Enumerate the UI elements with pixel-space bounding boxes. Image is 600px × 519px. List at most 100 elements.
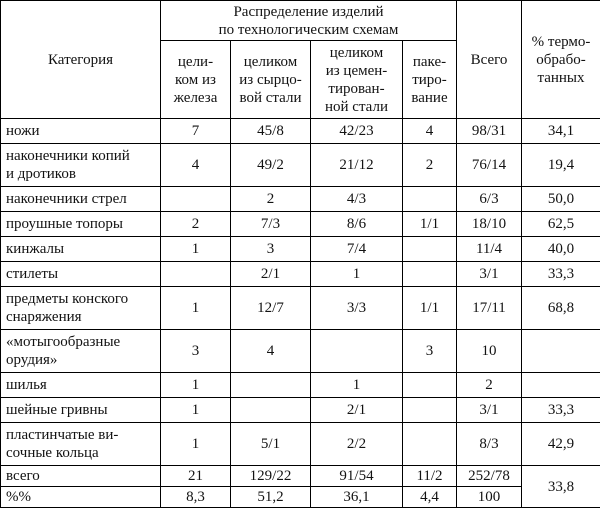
table-cell: 19,4 (521, 143, 600, 187)
table-cell (310, 329, 403, 373)
table-cell (160, 186, 231, 212)
table-row-stilettos: стилеты 2/1 1 3/1 33,3 (0, 261, 600, 287)
table-cell: 91/54 (310, 465, 403, 487)
table-cell: 21 (160, 465, 231, 487)
header-col-whole-iron: цели- ком из железа (160, 40, 231, 119)
table-cell: 1/1 (402, 286, 457, 330)
table-cell: 1 (310, 372, 403, 398)
row-category: «мотыгообразные орудия» (0, 329, 161, 373)
table-cell: 4/3 (310, 186, 403, 212)
table-cell: 1 (160, 286, 231, 330)
artifact-distribution-table: Категория Распределение изделий по техно… (0, 0, 600, 508)
table-cell: 11/4 (456, 236, 522, 262)
header-heat-treated: % термо- обрабо- танных (521, 0, 600, 119)
table-cell: 42,9 (521, 422, 600, 466)
table-cell: 1 (160, 236, 231, 262)
table-cell (402, 236, 457, 262)
table-cell (521, 329, 600, 373)
table-cell: 7 (160, 118, 231, 144)
row-category: наконечники стрел (0, 186, 161, 212)
table-cell: 40,0 (521, 236, 600, 262)
table-cell: 50,0 (521, 186, 600, 212)
table-cell (402, 397, 457, 423)
table-cell: 3/1 (456, 261, 522, 287)
table-cell: 34,1 (521, 118, 600, 144)
table-row-hoe-like-tools: «мотыгообразные орудия» 3 4 3 10 (0, 329, 600, 373)
table-row-knives: ножи 7 45/8 42/23 4 98/31 34,1 (0, 118, 600, 144)
table-cell: 11/2 (402, 465, 457, 487)
table-row-awls: шилья 1 1 2 (0, 372, 600, 398)
table-cell: 62,5 (521, 211, 600, 237)
table-cell: 33,3 (521, 397, 600, 423)
table-cell: 4,4 (402, 486, 457, 508)
table-row-horse-gear: предметы конского снаряжения 1 12/7 3/3 … (0, 286, 600, 330)
table-cell: 3 (160, 329, 231, 373)
table-cell: 3/1 (456, 397, 522, 423)
header-distribution-group: Распределение изделий по технологическим… (160, 0, 457, 41)
table-cell: 4 (402, 118, 457, 144)
table-cell (402, 261, 457, 287)
table-cell (402, 422, 457, 466)
header-category: Категория (0, 0, 161, 119)
table-cell: 2 (456, 372, 522, 398)
table-cell: 1 (160, 422, 231, 466)
table-row-daggers: кинжалы 1 3 7/4 11/4 40,0 (0, 236, 600, 262)
table-cell: 1 (160, 397, 231, 423)
table-cell: 8/6 (310, 211, 403, 237)
table-cell: 2 (402, 143, 457, 187)
table-cell: 21/12 (310, 143, 403, 187)
table-cell: 252/78 (456, 465, 522, 487)
table-cell: 76/14 (456, 143, 522, 187)
table-cell: 3 (402, 329, 457, 373)
row-category: стилеты (0, 261, 161, 287)
table-cell: 49/2 (230, 143, 311, 187)
table-cell: 12/7 (230, 286, 311, 330)
table-cell: 36,1 (310, 486, 403, 508)
table-cell: 51,2 (230, 486, 311, 508)
row-category: ножи (0, 118, 161, 144)
row-category: шейные гривны (0, 397, 161, 423)
row-category: шилья (0, 372, 161, 398)
table-cell: 100 (456, 486, 522, 508)
table-cell: 1 (310, 261, 403, 287)
table-cell: 5/1 (230, 422, 311, 466)
row-category: кинжалы (0, 236, 161, 262)
table-cell (160, 261, 231, 287)
table-cell (230, 372, 311, 398)
table-row-axes: проушные топоры 2 7/3 8/6 1/1 18/10 62,5 (0, 211, 600, 237)
table-cell: 2/1 (230, 261, 311, 287)
table-cell (402, 186, 457, 212)
row-category: проушные топоры (0, 211, 161, 237)
row-category: предметы конского снаряжения (0, 286, 161, 330)
table-cell-merged-heat-treated: 33,8 (521, 465, 600, 508)
table-cell: 2 (160, 211, 231, 237)
table-cell: 18/10 (456, 211, 522, 237)
table-cell: 7/4 (310, 236, 403, 262)
table-cell: 6/3 (456, 186, 522, 212)
row-category: %% (0, 486, 161, 508)
table-cell: 1 (160, 372, 231, 398)
table-cell: 68,8 (521, 286, 600, 330)
table-cell: 4 (230, 329, 311, 373)
table-cell: 2/1 (310, 397, 403, 423)
table-header-row-group: Категория Распределение изделий по техно… (0, 0, 600, 119)
header-col-raw-steel: целиком из сырцо- вой стали (230, 40, 311, 119)
table-cell (230, 397, 311, 423)
table-cell: 10 (456, 329, 522, 373)
table-cell (521, 372, 600, 398)
table-row-percent: %% 8,3 51,2 36,1 4,4 100 (0, 486, 600, 508)
table-row-arrowheads: наконечники стрел 2 4/3 6/3 50,0 (0, 186, 600, 212)
table-cell: 2/2 (310, 422, 403, 466)
table-cell: 8/3 (456, 422, 522, 466)
table-cell: 7/3 (230, 211, 311, 237)
row-category: пластинчатые ви- сочные кольца (0, 422, 161, 466)
table-cell: 4 (160, 143, 231, 187)
row-category: всего (0, 465, 161, 487)
table-row-total: всего 21 129/22 91/54 11/2 252/78 33,8 (0, 465, 600, 508)
table-row-temple-rings: пластинчатые ви- сочные кольца 1 5/1 2/2… (0, 422, 600, 466)
table-cell: 2 (230, 186, 311, 212)
table-cell: 45/8 (230, 118, 311, 144)
table-cell: 8,3 (160, 486, 231, 508)
table-cell: 33,3 (521, 261, 600, 287)
header-total: Всего (456, 0, 522, 119)
